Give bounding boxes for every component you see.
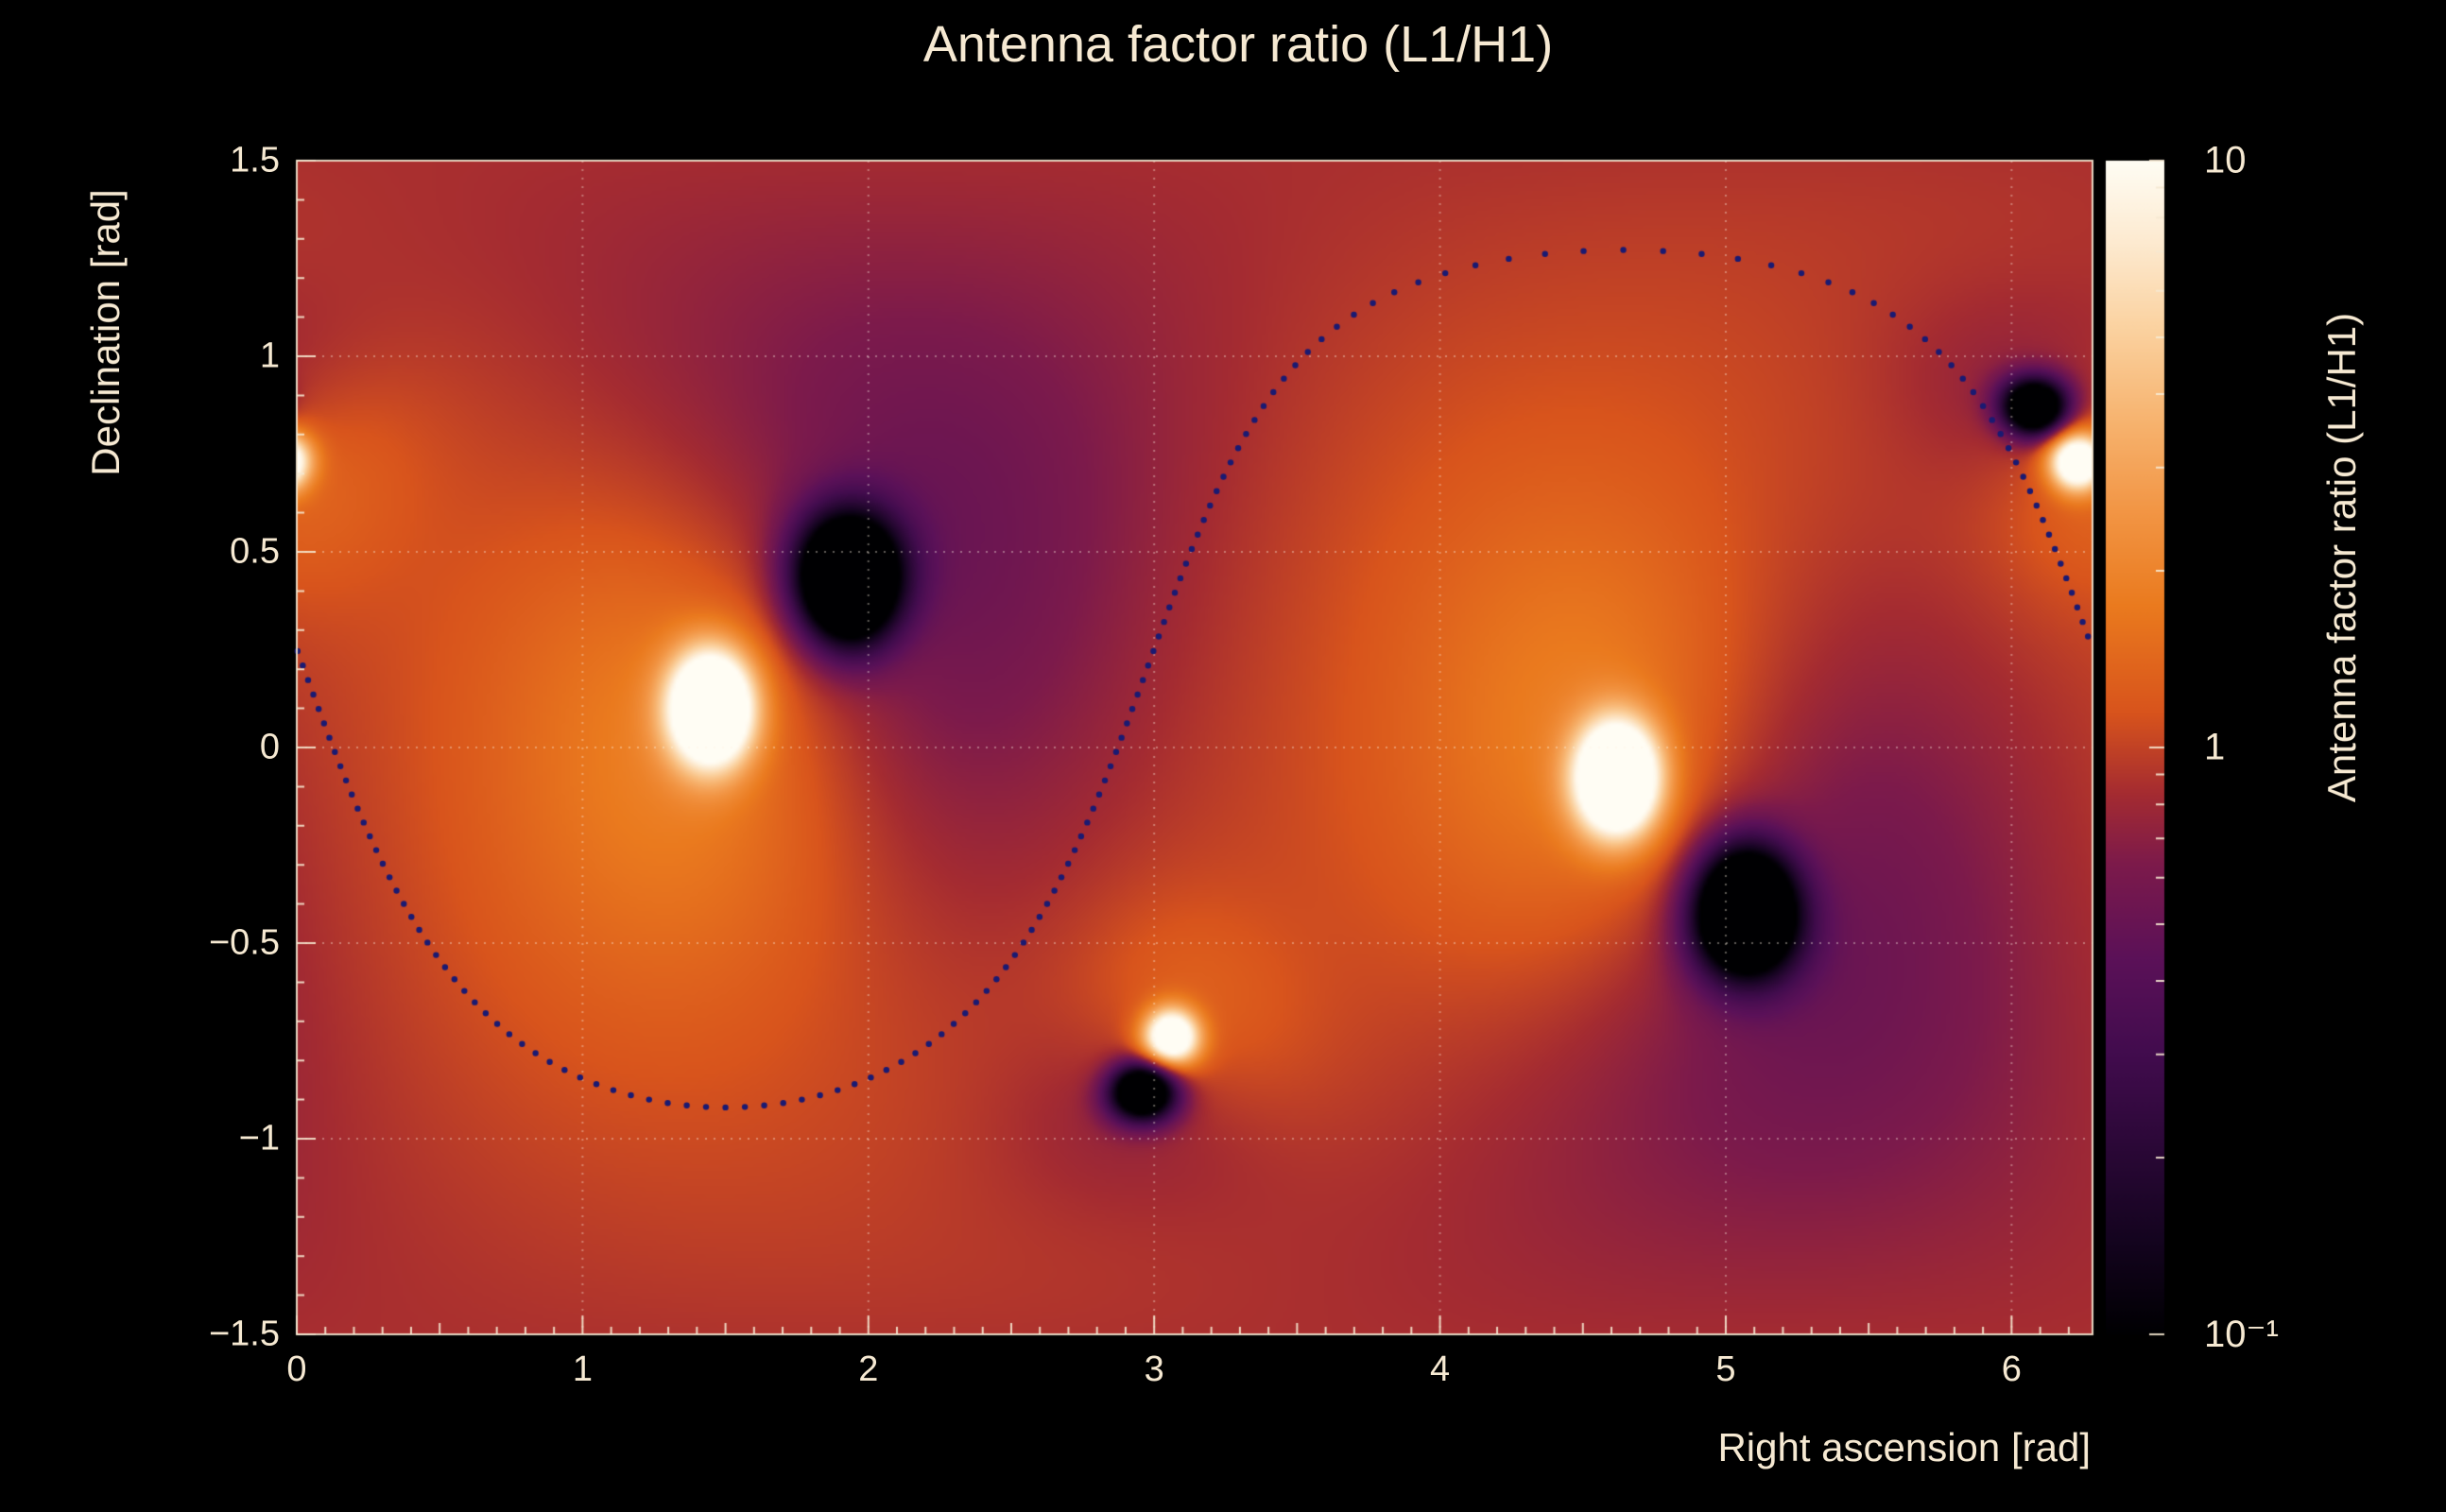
colorbar-tick-label: 10⁻¹ bbox=[2204, 1314, 2279, 1355]
y-tick-label: 0 bbox=[259, 727, 280, 767]
x-tick-label: 5 bbox=[1715, 1349, 1736, 1389]
y-tick-label: −0.5 bbox=[208, 922, 280, 963]
y-tick-label: −1 bbox=[238, 1118, 280, 1159]
y-tick-label: 1.5 bbox=[230, 140, 280, 180]
y-tick-label: 0.5 bbox=[230, 531, 280, 572]
chart-title: Antenna factor ratio (L1/H1) bbox=[922, 16, 1554, 73]
x-tick-label: 0 bbox=[286, 1349, 307, 1389]
x-axis-title: Right ascension [rad] bbox=[1717, 1425, 2091, 1469]
x-tick-label: 3 bbox=[1144, 1349, 1164, 1389]
colorbar-tick-label: 10 bbox=[2204, 139, 2247, 181]
colorbar-tick-label: 1 bbox=[2204, 726, 2226, 768]
y-tick-label: 1 bbox=[259, 335, 280, 376]
y-axis-title: Declination [rad] bbox=[83, 189, 128, 476]
x-tick-label: 2 bbox=[858, 1349, 879, 1389]
colorbar-title: Antenna factor ratio (L1/H1) bbox=[2319, 312, 2364, 803]
y-tick-label: −1.5 bbox=[208, 1314, 280, 1354]
x-tick-label: 1 bbox=[572, 1349, 593, 1389]
x-tick-label: 4 bbox=[1429, 1349, 1451, 1389]
x-tick-label: 6 bbox=[2001, 1349, 2022, 1389]
